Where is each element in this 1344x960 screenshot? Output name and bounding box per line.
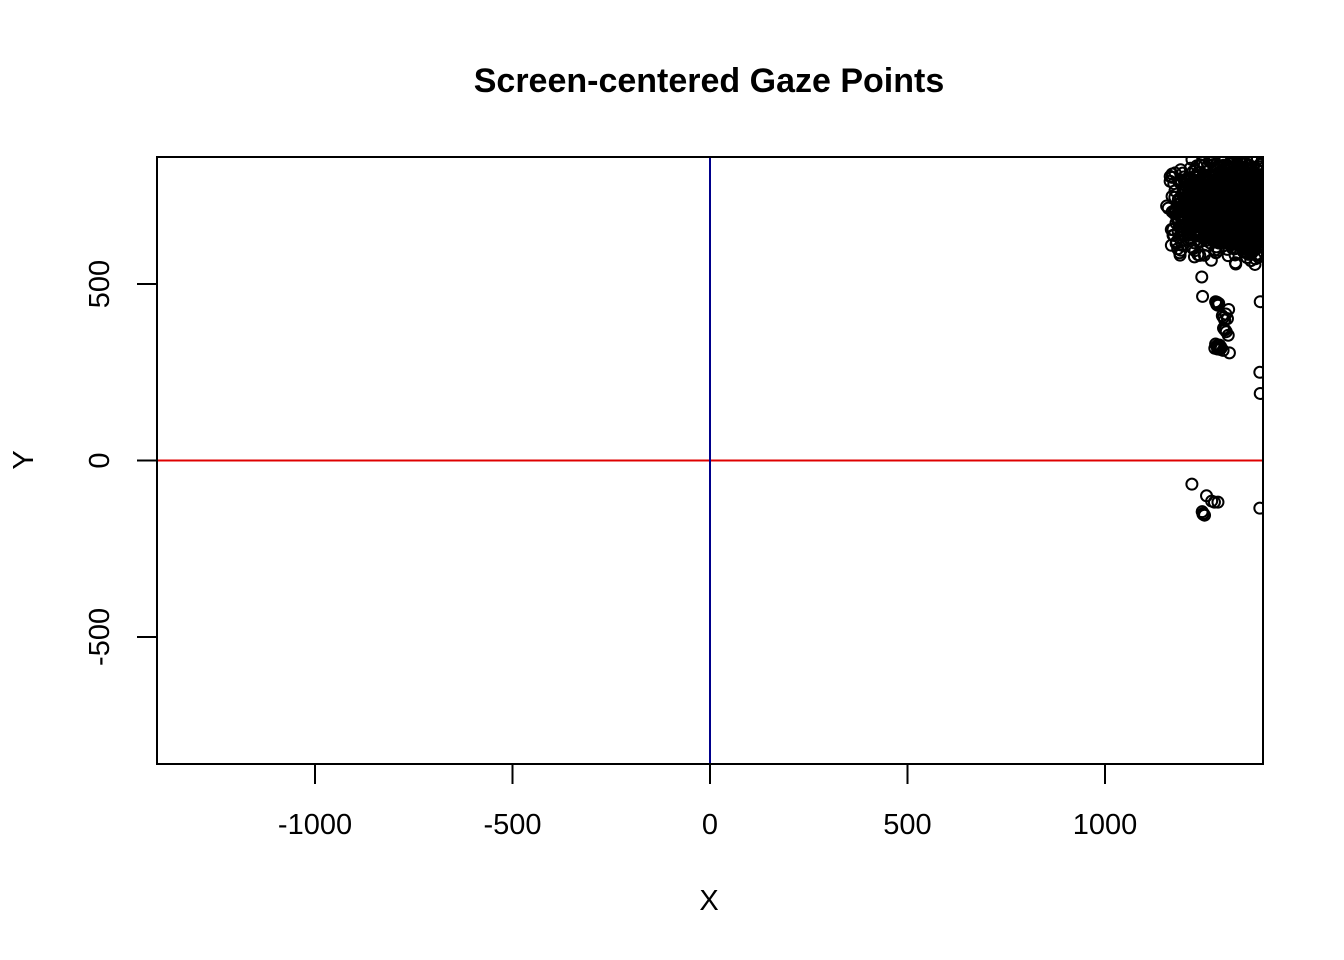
x-tick-label: 1000 (1073, 809, 1138, 841)
plot-area (157, 157, 1263, 764)
cluster-point (1229, 257, 1243, 271)
cluster-point (1225, 212, 1239, 226)
x-tick-label: -500 (483, 809, 541, 841)
cluster-point (1191, 213, 1205, 227)
cluster-point (1196, 177, 1210, 191)
cluster-point (1236, 160, 1250, 174)
cluster-point (1248, 257, 1262, 271)
cluster-point (1255, 213, 1263, 227)
cluster-point (1224, 176, 1238, 190)
data-point (1207, 495, 1221, 509)
cluster-point (1231, 205, 1245, 219)
data-point (1185, 477, 1199, 491)
data-point (1196, 289, 1210, 303)
cluster-point (1248, 222, 1262, 236)
cluster-point (1214, 217, 1228, 231)
data-point (1163, 169, 1177, 183)
y-tick-label: 0 (84, 452, 116, 468)
x-axis-title: X (699, 885, 718, 917)
x-axis: -1000 -500 0 500 1000 (278, 763, 1138, 841)
y-tick-label: 500 (84, 260, 116, 308)
y-tick-label: -500 (84, 608, 116, 666)
x-tick-label: 0 (702, 809, 718, 841)
cluster-point (1245, 197, 1259, 211)
data-point (1196, 507, 1210, 521)
cluster-point (1238, 185, 1252, 199)
data-point (1211, 495, 1225, 509)
data-point (1222, 346, 1236, 360)
cluster-point (1178, 174, 1192, 188)
cluster-point (1214, 232, 1228, 246)
cluster-point (1180, 195, 1194, 209)
data-point (1253, 501, 1263, 515)
y-axis-title: Y (8, 450, 40, 469)
cluster-point (1236, 216, 1250, 230)
data-point (1221, 328, 1235, 342)
cluster-point (1193, 169, 1207, 183)
cluster-point (1214, 191, 1228, 205)
data-point (1165, 205, 1179, 219)
cluster-point (1177, 181, 1191, 195)
data-point (1165, 167, 1179, 181)
cluster-point (1230, 231, 1244, 245)
data-point (1167, 206, 1181, 220)
data-point (1222, 302, 1236, 316)
cluster-point (1198, 203, 1212, 217)
cluster-point (1178, 219, 1192, 233)
data-point (1169, 236, 1183, 250)
x-tick-label: 500 (883, 809, 931, 841)
data-point (1253, 365, 1263, 379)
cluster-point (1197, 230, 1211, 244)
cluster-point (1231, 157, 1239, 159)
cluster-point (1214, 157, 1228, 166)
cluster-point (1214, 208, 1228, 222)
cluster-point (1245, 241, 1259, 255)
data-point (1195, 270, 1209, 284)
data-point (1211, 298, 1225, 312)
cluster-point (1197, 182, 1211, 196)
data-point (1253, 386, 1263, 400)
y-axis: -500 0 500 (84, 260, 158, 666)
chart-title: Screen-centered Gaze Points (474, 62, 945, 100)
cluster-point (1189, 229, 1203, 243)
cluster-point (1224, 157, 1238, 163)
cluster-point (1216, 193, 1230, 207)
data-point (1216, 343, 1230, 357)
x-tick-label: -1000 (278, 809, 352, 841)
cluster-point (1166, 228, 1180, 242)
cluster-point (1167, 177, 1181, 191)
cluster-point (1191, 248, 1205, 262)
data-point (1175, 238, 1189, 252)
data-point (1253, 295, 1263, 309)
cluster-point (1253, 190, 1263, 204)
cluster-point (1196, 157, 1210, 169)
